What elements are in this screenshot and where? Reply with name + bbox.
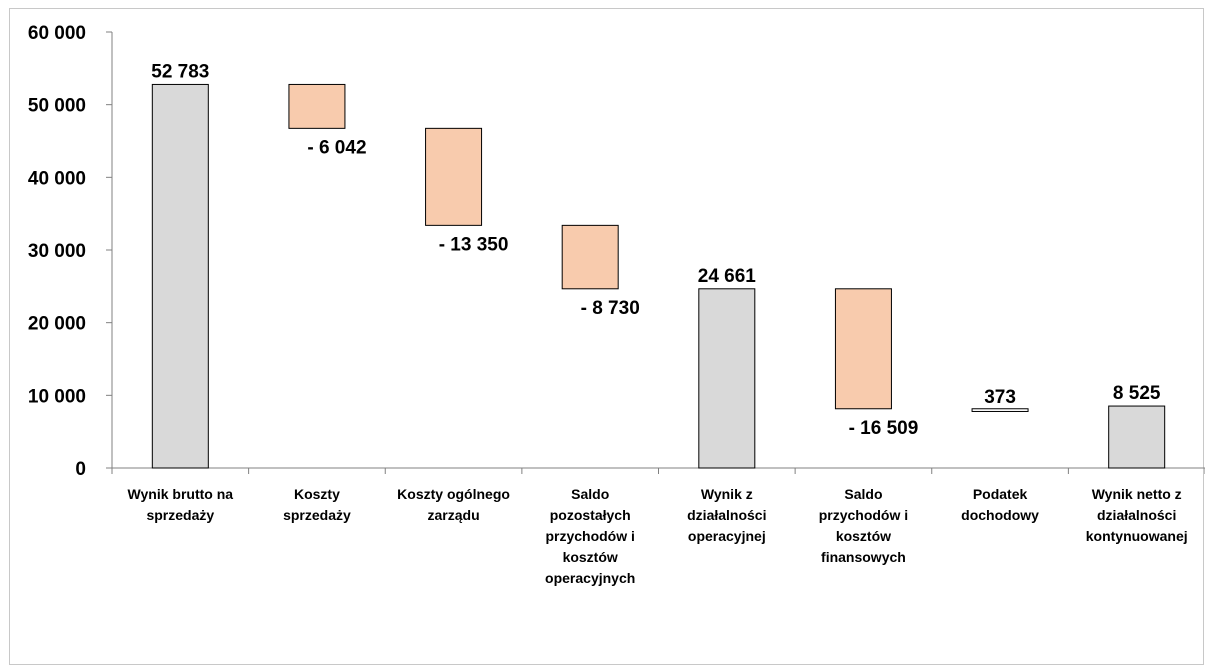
category-label: Wynik brutto na <box>128 486 234 502</box>
decrease-bar <box>834 288 892 410</box>
category-label: Wynik z <box>701 486 753 502</box>
category-label: Koszty ogólnego <box>397 486 510 502</box>
decrease-bar <box>288 83 346 129</box>
category-label: działalności <box>687 507 766 523</box>
total-bar <box>151 83 209 469</box>
category-label: sprzedaży <box>283 507 351 523</box>
y-tick-label: 50 000 <box>28 96 86 117</box>
category-label: kosztów <box>563 549 618 565</box>
data-label: 8 525 <box>1113 383 1161 404</box>
y-tick-label: 40 000 <box>28 168 86 189</box>
category-label: Saldo <box>571 486 609 502</box>
category-label: przychodów i <box>819 507 908 523</box>
category-label: działalności <box>1097 507 1176 523</box>
y-tick-label: 20 000 <box>28 314 86 335</box>
category-label: sprzedaży <box>146 507 214 523</box>
total-bar <box>1108 405 1166 469</box>
category-label: operacyjnych <box>545 570 635 586</box>
data-label: 24 661 <box>698 266 757 287</box>
y-tick-label: 0 <box>75 459 86 480</box>
data-label: - 6 042 <box>307 137 366 158</box>
y-tick-label: 60 000 <box>28 23 86 44</box>
category-label: finansowych <box>821 549 906 565</box>
category-label: przychodów i <box>545 528 634 544</box>
category-label: operacyjnej <box>688 528 766 544</box>
y-tick-label: 10 000 <box>28 386 86 407</box>
y-tick-label: 30 000 <box>28 241 86 262</box>
category-label: zarządu <box>428 507 480 523</box>
category-label: Koszty <box>294 486 340 502</box>
category-label: Podatek <box>973 486 1028 502</box>
decrease-bar <box>425 127 483 226</box>
data-label: - 13 350 <box>439 234 509 255</box>
category-label: Wynik netto z <box>1092 486 1182 502</box>
data-label: 52 783 <box>151 61 209 82</box>
total-bar <box>698 288 756 469</box>
category-label: Saldo <box>844 486 882 502</box>
category-label: kontynuowanej <box>1086 528 1188 544</box>
change-bar <box>971 408 1029 412</box>
category-label: pozostałych <box>550 507 631 523</box>
data-label: - 16 509 <box>849 418 919 439</box>
data-label: 373 <box>984 387 1016 408</box>
decrease-bar <box>561 224 619 290</box>
data-label: - 8 730 <box>581 298 640 319</box>
category-label: kosztów <box>836 528 891 544</box>
category-label: dochodowy <box>961 507 1039 523</box>
chart-frame <box>9 8 1204 665</box>
